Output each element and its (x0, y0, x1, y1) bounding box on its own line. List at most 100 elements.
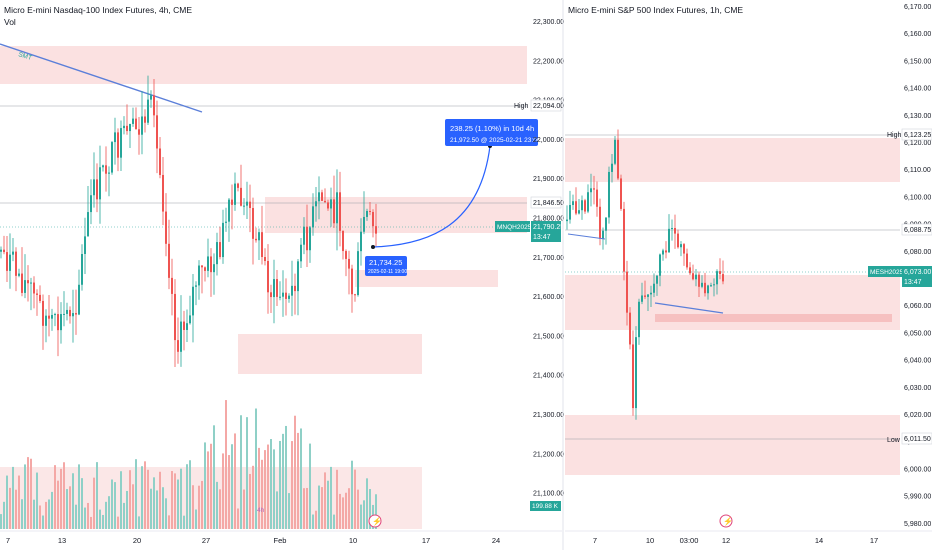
candle-body (15, 251, 17, 276)
volume-bar (90, 516, 92, 529)
right-time-axis[interactable]: 7 10 03:00 12 14 17 (593, 536, 878, 545)
volume-bar (114, 482, 116, 529)
candle-body (716, 271, 718, 285)
volume-bar (42, 515, 44, 529)
candle-body (659, 254, 661, 276)
candle-body (599, 206, 601, 239)
measure-box[interactable] (445, 119, 538, 146)
volume-bar (33, 499, 35, 529)
left-chart-title: Micro E-mini Nasdaq-100 Index Futures, 4… (4, 5, 192, 15)
right-y-tick: 6,100.00 (904, 194, 931, 201)
candle-body (0, 249, 2, 252)
volume-bar (234, 433, 236, 529)
right-y-tick: 6,140.00 (904, 86, 931, 93)
candle-body (126, 125, 128, 132)
candle-body (602, 230, 604, 239)
volume-bar (0, 514, 2, 529)
candle-body (159, 148, 161, 175)
volume-bar (279, 440, 281, 529)
candle-body (165, 211, 167, 244)
volume-bar (9, 487, 11, 529)
candle-body (333, 199, 335, 224)
volume-bar (171, 471, 173, 529)
volume-bar (222, 453, 224, 529)
anchor-line1: 21,734.25 (369, 258, 402, 267)
volume-bar (312, 514, 314, 529)
left-events-icon[interactable] (368, 514, 382, 528)
anchor-box[interactable] (365, 256, 407, 276)
candle-body (710, 285, 712, 287)
left-time-axis[interactable]: 7 13 20 27 Feb 10 17 24 (6, 536, 500, 545)
volume-bar (120, 471, 122, 529)
volume-bar (168, 515, 170, 529)
candle-body (237, 183, 239, 188)
candle-body (138, 129, 140, 135)
volume-bar (294, 415, 296, 529)
volume-bar (231, 444, 233, 529)
candle-body (99, 167, 101, 200)
candle-body (72, 313, 74, 317)
volume-bar (303, 488, 305, 529)
volume-bar (150, 488, 152, 529)
volume-bar (147, 469, 149, 529)
candle-body (255, 238, 257, 241)
right-time-value: 13:47 (904, 279, 922, 286)
candle-body (216, 242, 218, 265)
candle-body (354, 294, 356, 296)
candle-body (111, 142, 113, 173)
right-price-axis[interactable]: 6,170.00 6,160.00 6,150.00 6,140.00 6,130.00… (904, 4, 931, 528)
right-level-value: 6,088.75 (904, 227, 931, 234)
volume-bar (126, 490, 128, 529)
volume-bar (228, 455, 230, 529)
volume-bar (63, 462, 65, 529)
candle-body (695, 274, 697, 280)
candle-body (228, 199, 230, 222)
left-price-axis[interactable]: 22,300.0022,200.0022,100.0022,000.0021,9… (533, 19, 564, 498)
right-chart[interactable]: ⚡ (565, 129, 900, 528)
volume-bar (162, 487, 164, 529)
volume-bar (39, 505, 41, 529)
candle-body (24, 280, 26, 293)
right-y-tick: 6,020.00 (904, 412, 931, 419)
candle-body (686, 253, 688, 268)
candle-body (204, 267, 206, 271)
candle-body (21, 273, 23, 293)
left-y-tick: 21,800.00 (533, 216, 564, 223)
volume-bar (342, 497, 344, 529)
candle-body (375, 226, 377, 234)
candle-body (575, 201, 577, 214)
volume-bar (216, 481, 218, 529)
right-trend-line (654, 302, 724, 314)
candle-body (653, 283, 655, 293)
candle-body (644, 295, 646, 297)
candle-body (671, 228, 673, 230)
left-y-tick: 21,600.00 (533, 294, 564, 301)
candle-body (174, 293, 176, 341)
left-chart[interactable]: SMT 238.25 (1.10%) in 10d 4h 21,972.50 @… (0, 43, 541, 529)
projection-start-point (371, 245, 375, 249)
volume-bar (327, 480, 329, 529)
candle-body (291, 285, 293, 296)
candle-body (294, 285, 296, 292)
candle-body (363, 216, 365, 232)
right-y-tick: 5,980.00 (904, 521, 931, 528)
candle-body (566, 219, 568, 222)
volume-bar (93, 477, 95, 529)
candle-body (192, 286, 194, 316)
volume-bar (267, 444, 269, 529)
candle-body (348, 258, 350, 269)
candle-body (366, 210, 368, 217)
right-y-tick: 6,160.00 (904, 31, 931, 38)
smt-line (0, 43, 203, 113)
right-y-tick: 6,000.00 (904, 466, 931, 473)
right-candles (566, 129, 724, 420)
candle-body (315, 201, 317, 207)
volume-bar (99, 509, 101, 529)
right-y-tick: 6,030.00 (904, 385, 931, 392)
candle-body (327, 202, 329, 209)
candle-body (312, 206, 314, 228)
left-level-tag (530, 196, 562, 209)
volume-bar (102, 514, 104, 529)
right-events-icon[interactable] (719, 514, 733, 528)
